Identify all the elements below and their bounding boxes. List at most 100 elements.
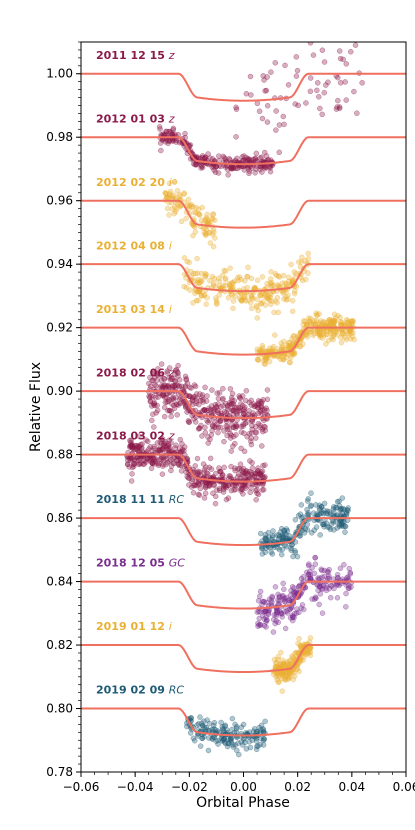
data-point [230,401,237,407]
data-point [226,281,233,287]
data-point [261,737,267,744]
data-point [264,407,270,414]
transit-model-line [81,644,406,674]
data-point [168,413,174,420]
data-point [148,465,155,472]
data-point [359,80,365,86]
data-point [259,115,266,122]
data-point [242,404,248,410]
series-date: 2011 12 15 [96,49,169,62]
data-point [238,296,245,302]
data-point [188,715,195,721]
data-point [184,409,190,415]
data-point [215,395,222,402]
data-point [289,308,296,315]
data-point [186,419,193,425]
data-point [201,495,208,501]
data-point [197,714,203,720]
data-point [275,309,282,316]
data-point [193,297,200,304]
data-point [269,298,275,304]
data-point [170,125,177,132]
data-point [181,283,187,290]
data-point [335,74,341,81]
data-point [192,383,199,390]
data-point [289,584,296,590]
data-point [331,585,337,592]
data-point [271,656,278,663]
data-point [281,586,287,593]
data-point [207,155,213,161]
data-point [166,458,172,464]
data-point [150,411,156,418]
data-point [170,138,176,144]
data-point [230,424,237,431]
series-filter: GC [169,557,186,570]
data-point [259,274,266,280]
data-point [155,462,162,469]
data-point [327,594,334,601]
data-point [243,470,250,476]
data-point [337,314,343,321]
data-point [222,275,229,282]
data-point [223,410,230,416]
series-label: 2019 02 09 RC [96,684,184,697]
data-point [171,178,178,185]
data-point [194,280,200,286]
data-point [326,508,332,515]
data-point [274,346,280,352]
data-point [304,498,311,504]
data-point [286,533,293,539]
data-point [215,424,222,431]
data-point [264,119,271,125]
data-point [191,415,197,422]
data-point [269,345,275,352]
series-filter: z [168,366,175,379]
data-point [254,277,261,283]
data-point [319,610,326,616]
data-point [237,405,243,411]
data-point [295,512,302,519]
data-point [285,274,292,281]
data-point [317,105,323,112]
data-point [272,332,278,338]
data-point [207,455,214,462]
data-point [163,444,170,450]
data-point [280,580,286,587]
data-point [281,121,287,128]
data-point [190,490,197,496]
data-point [259,551,266,557]
data-point [174,412,180,418]
data-point [294,666,301,672]
data-point [259,468,266,474]
transit-model-line [81,580,406,610]
data-point [212,500,219,507]
data-point [149,417,155,424]
data-point [171,204,178,210]
data-point [293,54,300,60]
y-tick-label: 0.78 [46,765,73,779]
data-point [164,205,171,212]
series-date: 2013 03 14 [96,303,169,316]
y-tick-label: 0.94 [46,257,73,271]
data-point [289,298,296,304]
data-point [351,88,357,95]
data-point [197,743,204,749]
data-point [338,339,345,346]
data-point [194,455,201,462]
data-point [146,446,152,452]
data-point [255,608,262,615]
data-point [151,424,157,430]
data-point [189,397,196,404]
data-point [278,551,285,558]
data-point [283,544,290,550]
data-point [156,446,163,453]
data-point [264,396,271,403]
data-point [340,330,346,336]
data-point [349,333,356,340]
transit-model-line [81,72,406,102]
data-point [279,343,285,350]
data-point [183,215,189,222]
data-point [259,399,265,405]
data-point [257,622,264,628]
